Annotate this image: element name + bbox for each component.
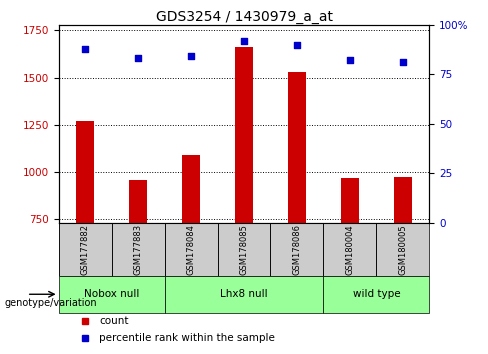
Text: GSM177882: GSM177882 — [81, 224, 90, 275]
Bar — [59, 223, 112, 276]
Bar — [341, 178, 359, 223]
Text: GSM177883: GSM177883 — [134, 224, 142, 275]
Bar — [288, 72, 306, 223]
Text: GSM178084: GSM178084 — [186, 224, 196, 275]
Bar — [129, 179, 147, 223]
Bar — [76, 121, 94, 223]
Text: wild type: wild type — [353, 289, 400, 299]
Text: percentile rank within the sample: percentile rank within the sample — [100, 333, 275, 343]
Bar — [164, 223, 218, 276]
Point — [346, 58, 354, 63]
Text: GSM178085: GSM178085 — [240, 224, 248, 275]
Bar — [182, 155, 200, 223]
Bar — [324, 276, 429, 313]
Title: GDS3254 / 1430979_a_at: GDS3254 / 1430979_a_at — [156, 10, 332, 24]
Text: GSM180005: GSM180005 — [398, 224, 407, 275]
Text: Nobox null: Nobox null — [84, 289, 139, 299]
Bar — [218, 223, 270, 276]
Point — [81, 46, 89, 51]
Bar — [270, 223, 324, 276]
Bar — [324, 223, 376, 276]
Bar — [112, 223, 164, 276]
Text: Lhx8 null: Lhx8 null — [220, 289, 268, 299]
Bar — [376, 223, 429, 276]
Text: genotype/variation: genotype/variation — [5, 298, 98, 308]
Bar — [235, 47, 253, 223]
Text: count: count — [100, 316, 129, 326]
Point — [293, 42, 301, 47]
Bar — [394, 177, 412, 223]
Text: GSM178086: GSM178086 — [292, 224, 302, 275]
Bar — [164, 276, 324, 313]
Point — [134, 56, 142, 61]
Point — [187, 54, 195, 59]
Text: GSM180004: GSM180004 — [346, 224, 354, 275]
Point — [240, 38, 248, 44]
Bar — [59, 276, 164, 313]
Point — [399, 59, 407, 65]
